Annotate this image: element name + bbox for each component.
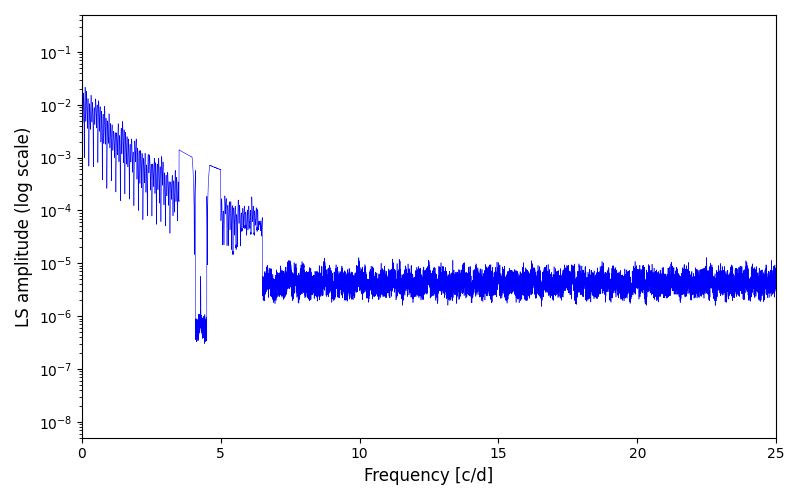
X-axis label: Frequency [c/d]: Frequency [c/d] bbox=[364, 467, 494, 485]
Y-axis label: LS amplitude (log scale): LS amplitude (log scale) bbox=[15, 126, 33, 326]
